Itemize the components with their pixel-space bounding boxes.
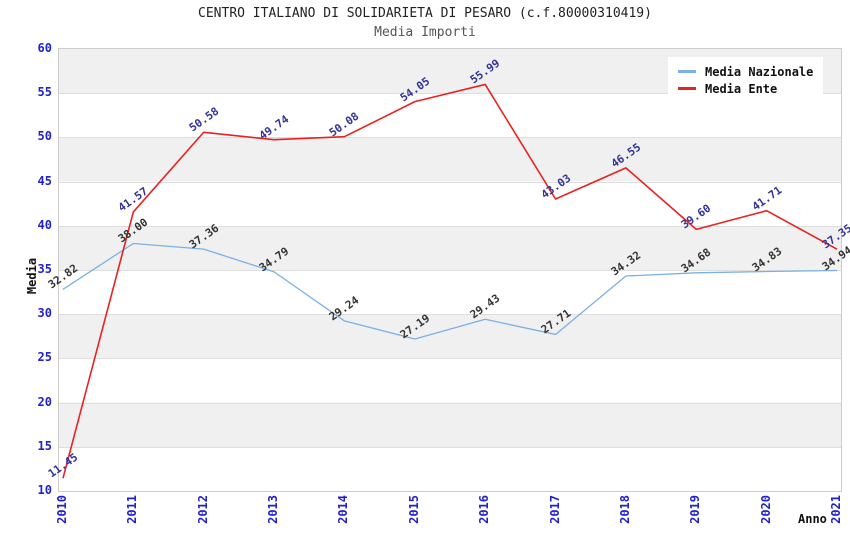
y-tick-label: 10 (37, 483, 52, 497)
gridline (59, 446, 841, 448)
gridline (59, 402, 841, 404)
x-axis-ticks: 2010 2011 2012 2013 2014 2015 2016 2017 2018 2019… (55, 495, 843, 541)
y-tick-label: 20 (37, 394, 52, 409)
y-tick-label: 45 (37, 173, 52, 188)
x-tick-label: 2011 (125, 495, 140, 524)
gridline (59, 137, 841, 139)
series-line-media-nazionale (62, 242, 838, 340)
gridline (59, 181, 841, 183)
x-tick-label: 2017 (547, 495, 562, 524)
x-tick-label: 2016 (477, 495, 492, 524)
series-line-media-ente (62, 83, 838, 479)
x-tick-label: 2019 (688, 495, 703, 524)
gridline (59, 358, 841, 360)
gridline (59, 314, 841, 316)
legend-label: Media Ente (705, 81, 778, 96)
y-axis-ticks: 10 15 20 25 30 35 40 45 50 55 60 (0, 41, 52, 497)
gridline (59, 270, 841, 271)
x-tick-label: 2021 (829, 495, 843, 524)
x-tick-label: 2018 (617, 495, 632, 524)
x-tick-label: 2012 (195, 495, 210, 524)
plot-area: 32.82 38.00 37.36 34.79 29.24 27.19 29.43 27.71… (46, 48, 850, 492)
y-tick-label: 30 (37, 306, 52, 321)
x-tick-label: 2014 (336, 495, 351, 524)
y-tick-label: 55 (37, 85, 52, 100)
x-axis-title: Anno (798, 512, 827, 526)
y-tick-label: 15 (37, 438, 52, 453)
gridline (59, 225, 841, 227)
legend-label: Media Nazionale (705, 64, 814, 79)
media-nazionale-swatch-icon (678, 70, 696, 73)
y-tick-label: 25 (37, 350, 52, 365)
y-tick-label: 60 (37, 41, 52, 55)
legend-item-media-nazionale: Media Nazionale (678, 63, 813, 80)
chart-title: CENTRO ITALIANO DI SOLIDARIETA DI PESARO… (198, 6, 652, 21)
legend-item-media-ente: Media Ente (678, 80, 813, 97)
y-tick-label: 50 (37, 129, 52, 144)
x-tick-label: 2010 (55, 495, 69, 524)
x-tick-label: 2013 (266, 495, 281, 524)
y-tick-label: 35 (37, 262, 52, 276)
x-tick-label: 2015 (406, 495, 421, 524)
y-tick-label: 40 (37, 217, 52, 232)
legend: Media Nazionale Media Ente (668, 57, 824, 103)
media-ente-swatch-icon (678, 87, 696, 90)
chart-subtitle: Media Importi (374, 25, 476, 40)
x-tick-label: 2020 (758, 495, 773, 524)
